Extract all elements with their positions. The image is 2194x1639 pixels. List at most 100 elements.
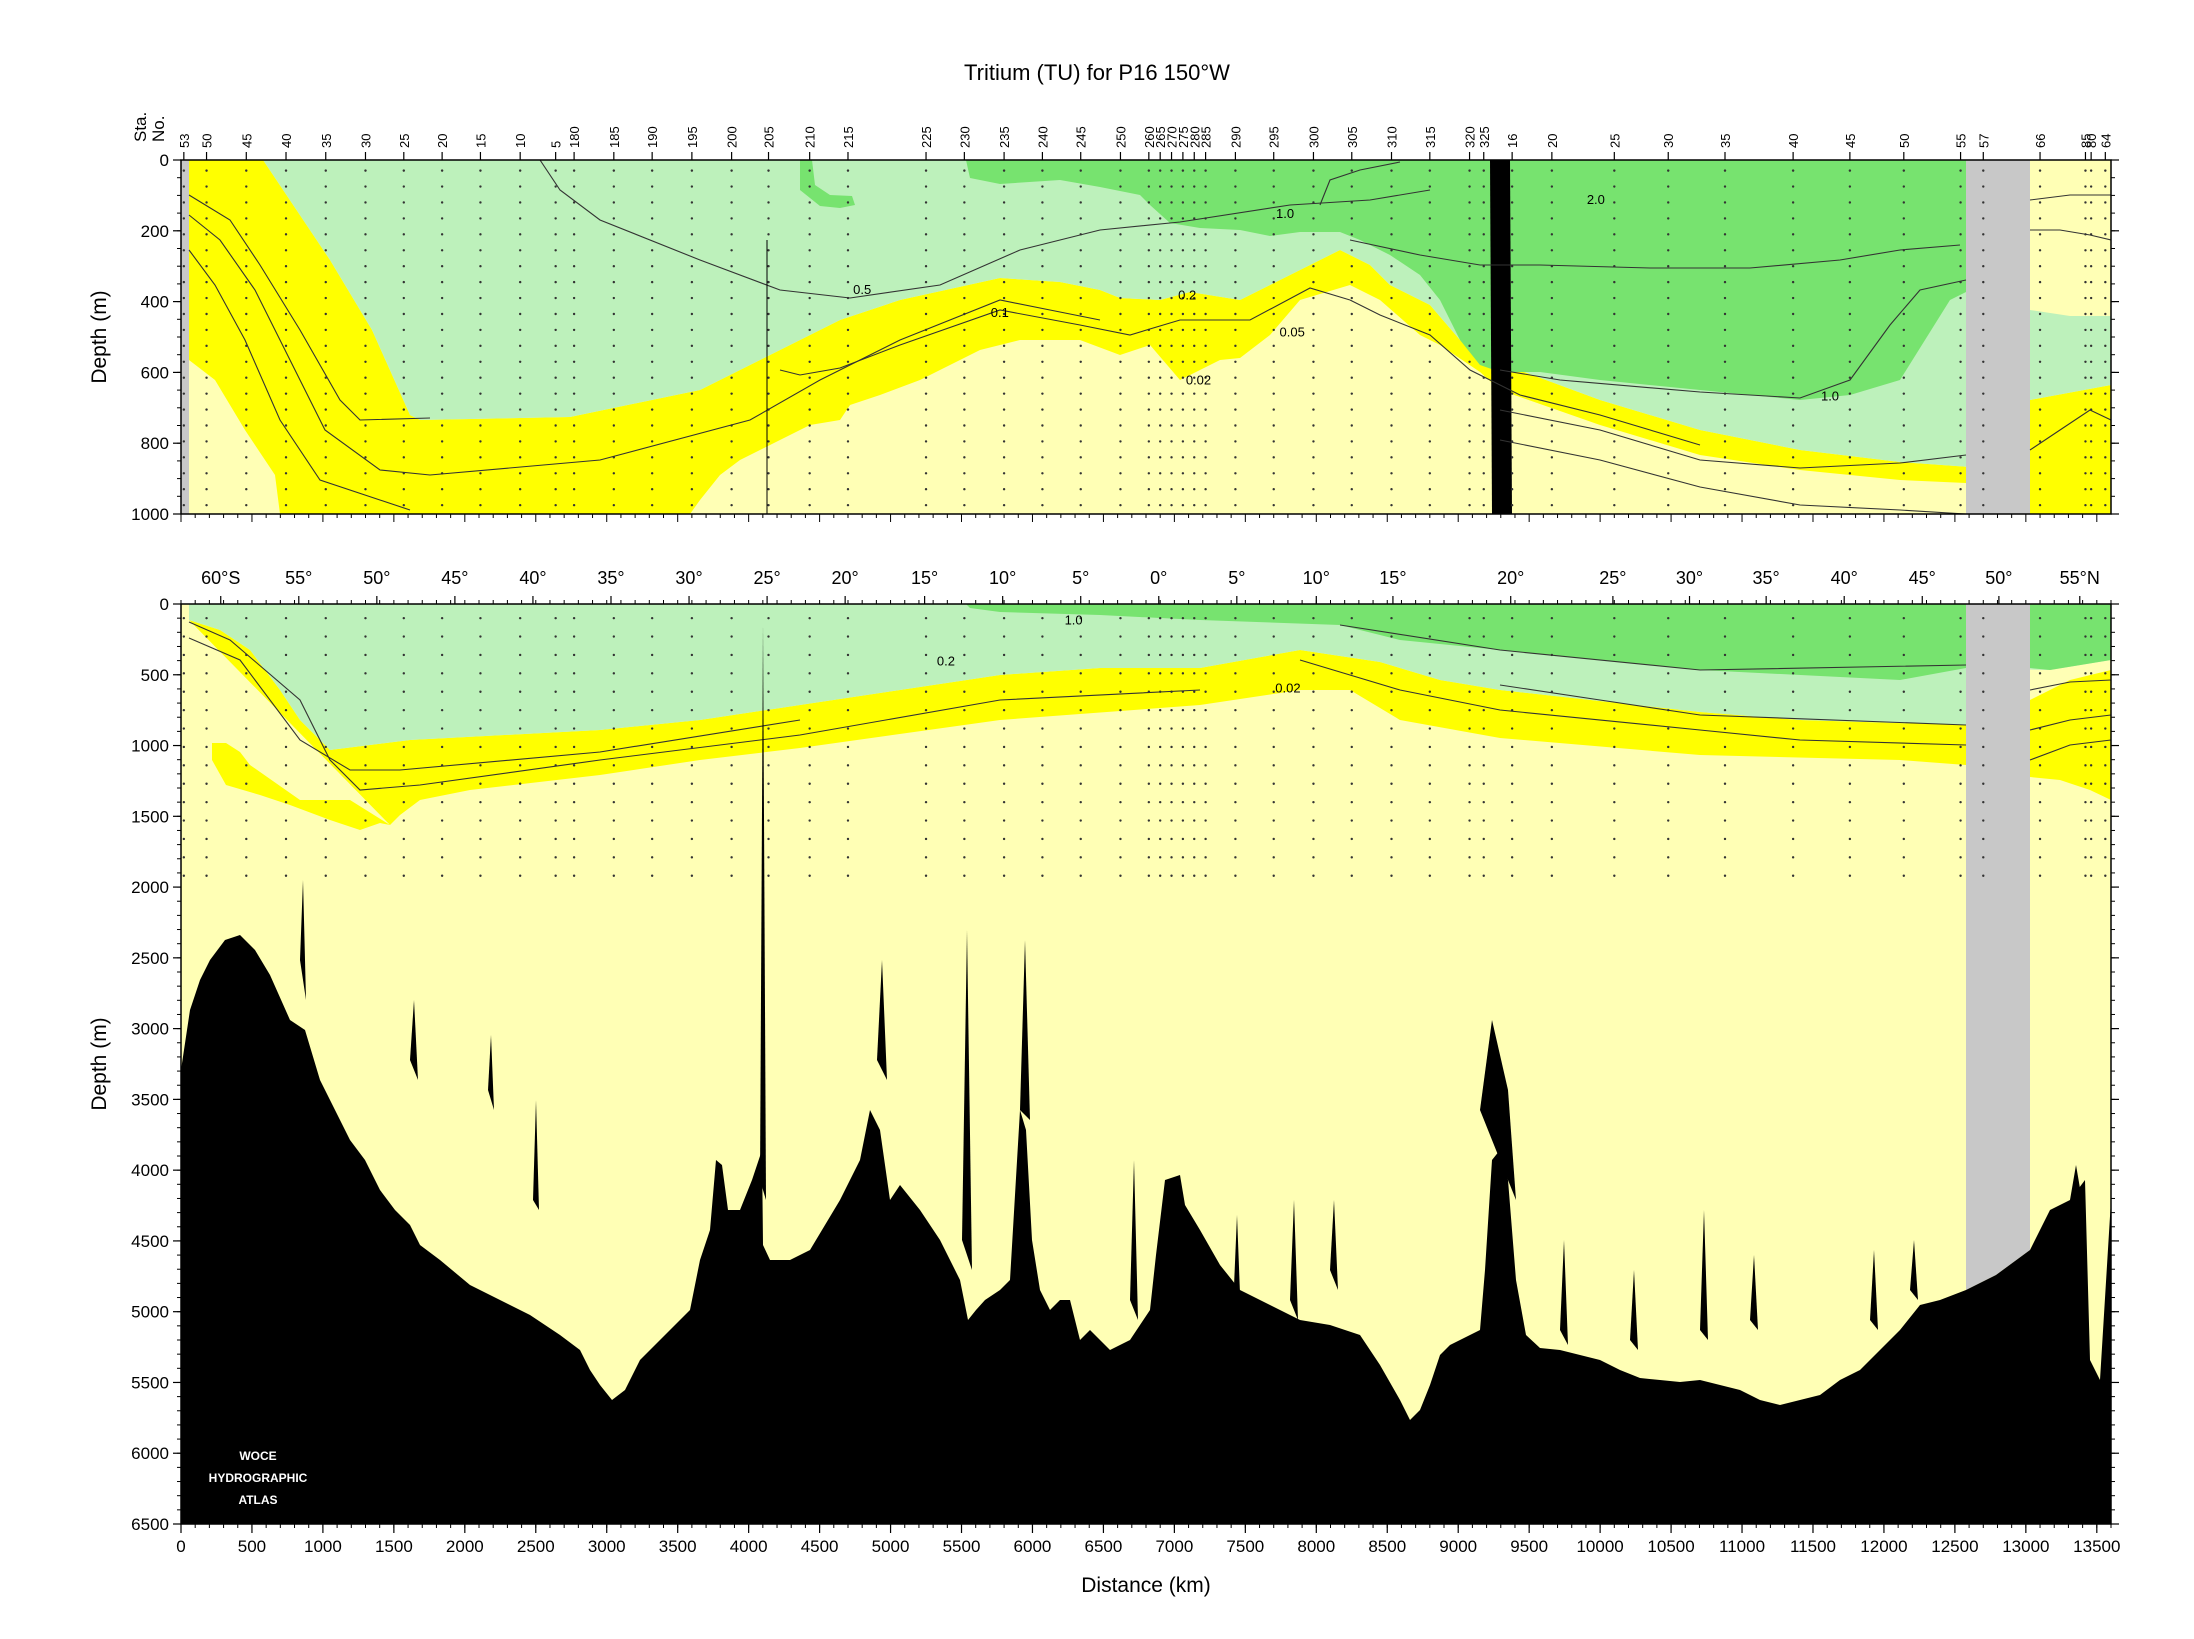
sample-dot [364,360,367,363]
sample-dot [690,440,694,443]
sample-dot [1158,856,1162,859]
x-tick-label: 10500 [1647,1537,1694,1556]
sample-dot [182,217,186,220]
sample-dot [1041,456,1044,459]
sample-dot [2089,488,2093,491]
sample-dot [1147,249,1151,252]
sample-dot [1723,280,1727,284]
sample-dot [479,328,482,332]
sample-dot [1482,392,1485,395]
sample-dot [1510,312,1514,316]
sample-dot [1350,424,1353,427]
sample-dot [1170,874,1173,877]
upper-station-dots [182,169,2107,507]
sample-dot [846,201,850,204]
sample-dot [1791,328,1795,332]
sample-dot [1079,745,1082,749]
sample-dot [518,201,522,204]
sample-dot [402,376,406,379]
x-tick-label: 1000 [304,1537,342,1556]
sample-dot [846,424,850,427]
sample-dot [1510,819,1514,822]
sample-dot [1350,782,1353,785]
sample-dot [1723,837,1727,841]
sample-dot [963,745,966,749]
sample-dot [690,280,694,284]
sample-dot [963,265,966,268]
sample-dot [402,672,406,675]
sample-dot [2104,764,2107,767]
sample-dot [1204,233,1207,236]
sample-dot [182,233,186,236]
sample-dot [808,672,811,675]
sample-dot [324,376,327,379]
sample-dot [518,233,522,236]
sample-dot [1158,488,1162,491]
x-tick-label: 500 [238,1537,266,1556]
lower-y-tick-label: 4500 [131,1232,169,1251]
sample-dot [2089,690,2093,693]
sample-dot [1550,392,1554,395]
sample-dot [1848,328,1852,332]
sample-dot [1959,635,1962,638]
sample-dot [1181,392,1185,395]
sample-dot [1390,201,1393,204]
sample-dot [1272,672,1275,675]
sample-dot [440,296,444,300]
sample-dot [730,800,733,804]
sample-dot [182,360,186,363]
station-label: 80 [2084,134,2099,148]
sample-dot [1272,265,1275,268]
sample-dot [1482,424,1485,427]
sample-dot [1041,856,1044,859]
sample-dot [1613,488,1616,491]
sample-dot [1902,782,1906,785]
sample-dot [612,296,616,300]
sample-dot [690,819,694,822]
sample-dot [1848,249,1852,252]
sample-dot [554,265,557,268]
sample-dot [1848,874,1852,877]
upper-y-tick-label: 1000 [131,505,169,524]
sample-dot [1079,201,1082,204]
sample-dot [963,837,966,841]
sample-dot [846,344,850,348]
sample-dot [1193,169,1196,172]
sample-dot [1468,472,1471,475]
lower-nodata-gap [1966,604,2030,1290]
sample-dot [1002,265,1006,268]
sample-dot [1193,690,1196,693]
sample-dot [1041,185,1044,188]
sample-dot [1482,635,1485,638]
sample-dot [440,856,444,859]
lower-panel [181,604,2111,1524]
sample-dot [612,764,616,767]
sample-dot [364,424,367,427]
sample-dot [1613,745,1616,749]
sample-dot [1002,280,1006,284]
upper-nodata-south [181,160,189,514]
sample-dot [1002,800,1006,804]
sample-dot [1959,708,1962,712]
sample-dot [572,328,576,332]
sample-dot [1468,764,1471,767]
station-label: 64 [2098,134,2113,148]
sample-dot [1193,653,1196,657]
sample-dot [479,472,482,475]
sample-dot [1158,690,1162,693]
sample-dot [1119,708,1122,712]
sample-dot [1848,745,1852,749]
sample-dot [1723,169,1727,172]
sample-dot [2089,800,2093,804]
sample-dot [1119,837,1122,841]
sample-dot [1428,616,1432,620]
sample-dot [1170,233,1173,236]
sample-dot [767,217,770,220]
sample-dot [572,874,576,877]
sample-dot [650,488,654,491]
sample-dot [1002,456,1006,459]
sample-dot [1510,328,1514,332]
sample-dot [1510,764,1514,767]
sample-dot [1959,745,1962,749]
sample-dot [1079,874,1082,877]
